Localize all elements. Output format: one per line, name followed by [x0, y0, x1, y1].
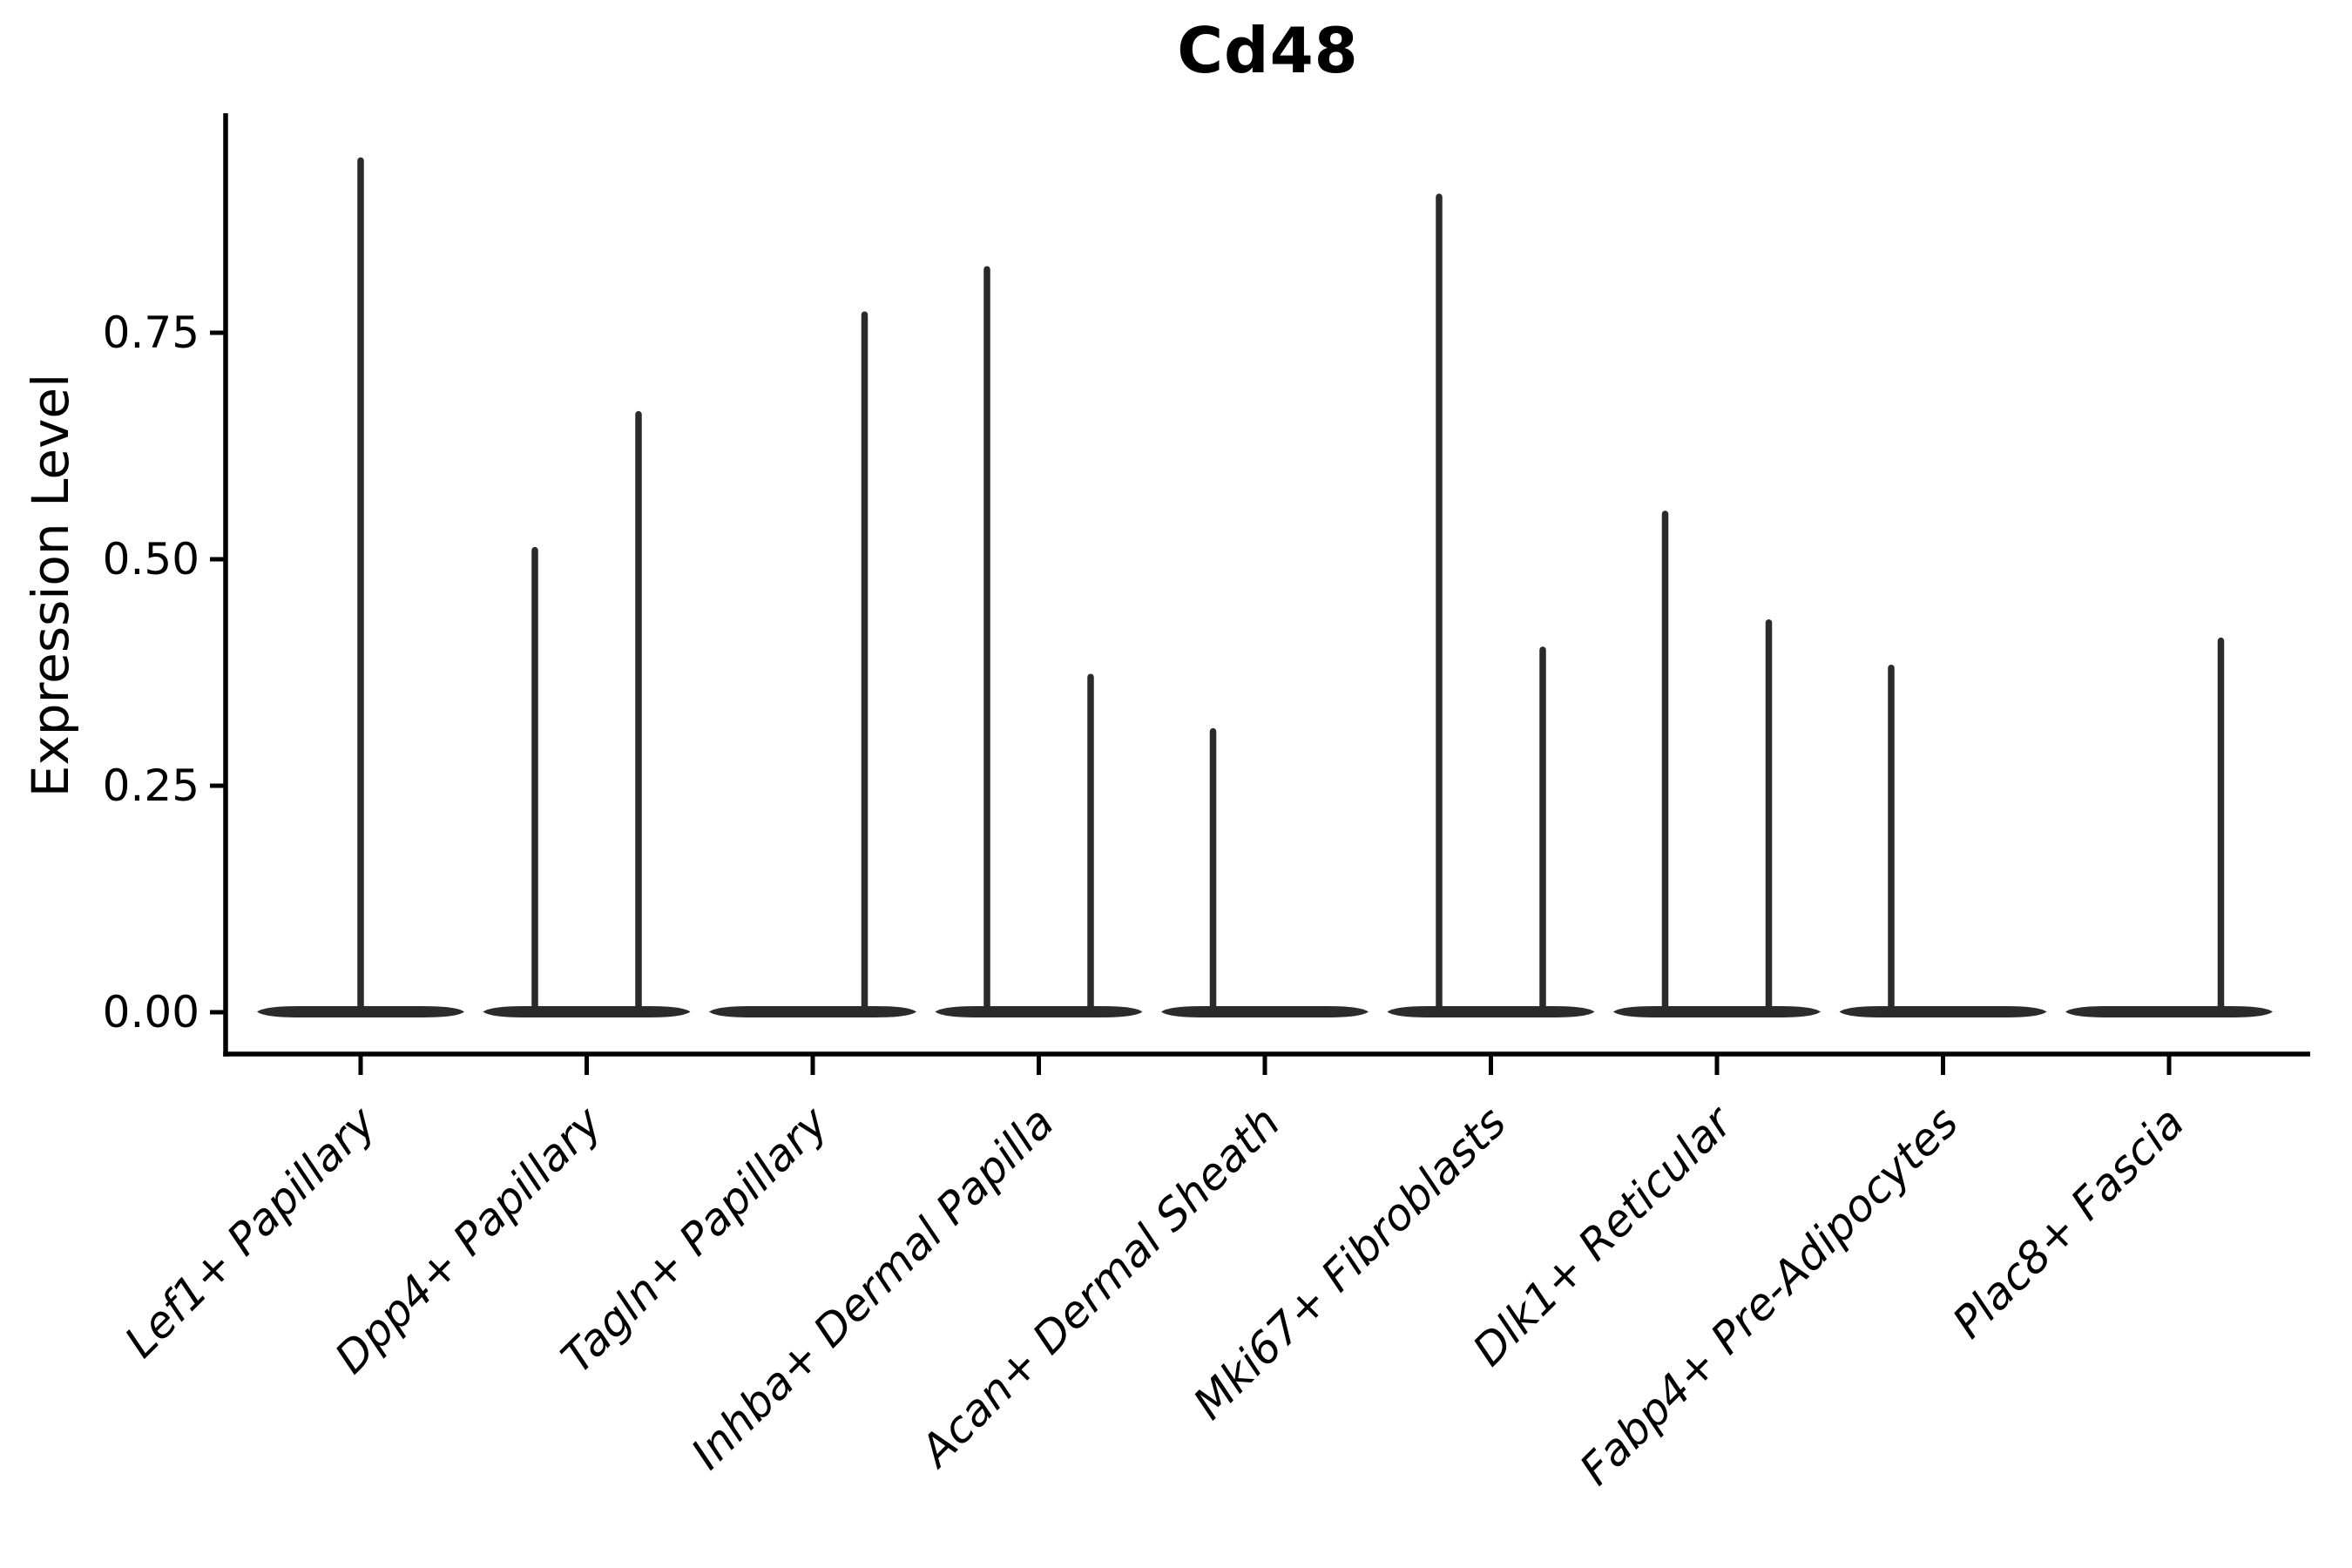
y-tick-label: 0.75 — [103, 308, 199, 358]
violin-base — [1613, 1006, 1821, 1017]
x-tick-label: Inhba+ Dermal Papilla — [682, 1097, 1064, 1478]
chart-title: Cd48 — [1177, 14, 1359, 87]
x-tick-label: Acan+ Dermal Sheath — [909, 1097, 1290, 1477]
violin-base — [1839, 1006, 2047, 1017]
x-tick-label: Plac8+ Fascia — [1943, 1097, 2194, 1348]
violin-base — [1387, 1006, 1595, 1017]
violin-base — [935, 1006, 1143, 1017]
y-tick-label: 0.00 — [103, 987, 199, 1037]
violin-base — [1161, 1006, 1369, 1017]
x-tick-label: Fabp4+ Pre-Adipocytes — [1570, 1097, 1968, 1495]
y-tick-label: 0.25 — [103, 760, 199, 811]
violin-base — [2065, 1006, 2273, 1017]
violin-base — [483, 1006, 691, 1017]
y-tick-label: 0.50 — [103, 534, 199, 585]
violin-base — [709, 1006, 916, 1017]
